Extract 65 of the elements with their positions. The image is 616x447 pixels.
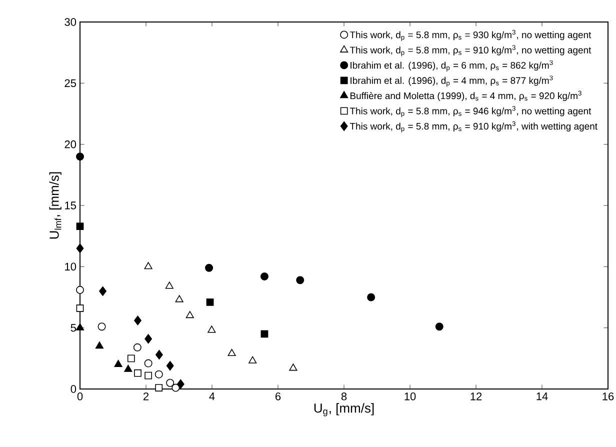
point — [99, 286, 106, 296]
x-tick-label: 14 — [536, 392, 548, 400]
point — [133, 343, 142, 352]
point — [172, 384, 180, 392]
y-tick-label: 0 — [70, 385, 76, 393]
point — [205, 264, 214, 272]
point — [144, 372, 152, 380]
y-tick-label: 15 — [65, 202, 76, 210]
x-tick-label: 10 — [404, 392, 416, 400]
point — [134, 369, 142, 377]
point — [248, 356, 257, 364]
legend-label: Ibrahim et al. (1996), d$_{p}$ = 6 mm, ρ$_{s}$ = 862 kg/m$^{3}$ — [350, 60, 553, 72]
point — [76, 323, 84, 330]
point — [76, 244, 84, 254]
y-axis-title: U$_{lmf}$, [mm/s] — [49, 172, 62, 239]
y-tick-label: 30 — [64, 18, 76, 26]
point — [186, 311, 194, 318]
legend-label: Buffière and Moletta (1999), d$_{s}$ = 4 mm, ρ$_{s}$ = 920 kg/m$^{3}$ — [350, 90, 582, 102]
point — [260, 272, 268, 280]
x-tick-label: 4 — [209, 392, 215, 400]
y-tick-label: 10 — [65, 262, 76, 271]
point — [435, 322, 444, 331]
y-tick-label: 20 — [64, 140, 76, 148]
point — [175, 295, 184, 302]
point — [144, 334, 152, 344]
legend-label: Ibrahim et al. (1996), d$_{p}$ = 4 mm, ρ$_{s}$ = 877 kg/m$^{3}$ — [350, 76, 553, 87]
y-tick-label: 5 — [70, 324, 76, 332]
point — [156, 350, 163, 360]
point — [296, 276, 304, 284]
legend-label: This work, d$_{p}$ = 5.8 mm, ρ$_{s}$ = 910 kg/m$^{3}$, with wetting agent — [350, 121, 598, 132]
point — [154, 370, 163, 378]
x-tick-label: 6 — [276, 392, 281, 400]
point — [134, 316, 142, 326]
point — [208, 326, 216, 333]
point — [228, 348, 236, 356]
legend-label: This work, d$_{p}$ = 5.8 mm, ρ$_{s}$ = 910 kg/m$^{3}$, no wetting agent — [350, 45, 592, 56]
x-tick-label: 8 — [341, 392, 347, 400]
point — [367, 293, 376, 302]
legend-label: This work, d$_{p}$ = 5.8 mm, ρ$_{s}$ = 930 kg/m$^{3}$, no wetting agent — [350, 30, 592, 41]
point — [289, 364, 298, 371]
point — [76, 152, 84, 161]
point — [76, 286, 84, 294]
point — [165, 282, 174, 289]
y-tick-label: 25 — [64, 79, 76, 88]
x-tick-label: 2 — [143, 392, 149, 400]
x-tick-label: 12 — [470, 392, 482, 400]
point — [124, 364, 132, 372]
point — [260, 330, 268, 338]
x-tick-label: 16 — [602, 392, 614, 400]
legend-label: This work, d$_{p}$ = 5.8 mm, ρ$_{s}$ = 946 kg/m$^{3}$, no wetting agent — [350, 106, 592, 118]
point — [127, 354, 135, 362]
x-tick-label: 0 — [77, 392, 83, 400]
x-axis-title: U$_{g}$, [mm/s] — [314, 403, 374, 416]
point — [76, 222, 84, 230]
point — [98, 322, 106, 331]
point — [144, 359, 152, 368]
point — [206, 298, 214, 306]
point — [76, 304, 84, 312]
point — [144, 262, 152, 270]
point — [155, 384, 163, 392]
point — [95, 342, 104, 349]
point — [114, 360, 122, 368]
point — [176, 379, 184, 389]
point — [166, 360, 174, 371]
point — [166, 378, 174, 387]
